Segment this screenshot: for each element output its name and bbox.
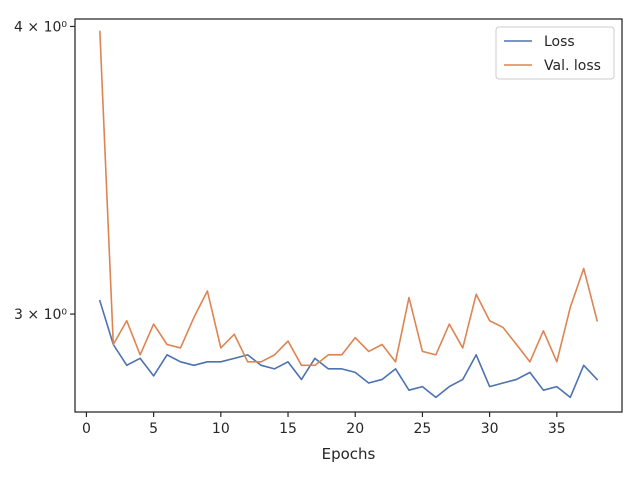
- x-tick-label: 15: [279, 421, 297, 437]
- x-tick-label: 20: [346, 421, 364, 437]
- x-axis: 0 5 10 15 20 25 30 35: [82, 412, 566, 437]
- x-tick-label: 30: [481, 421, 499, 437]
- y-axis: 3 × 10⁰ 4 × 10⁰: [14, 19, 75, 323]
- x-tick-label: 0: [82, 421, 91, 437]
- x-tick-label: 35: [548, 421, 566, 437]
- y-tick-label: 4 × 10⁰: [14, 19, 67, 35]
- x-tick-label: 25: [414, 421, 432, 437]
- legend-box: [495, 26, 615, 80]
- legend-label: Val. loss: [544, 58, 601, 74]
- y-tick-label: 3 × 10⁰: [14, 307, 67, 323]
- x-tick-label: 5: [149, 421, 158, 437]
- plot-frame: [74, 18, 623, 413]
- series-line-2: [99, 30, 599, 367]
- x-tick-label: 10: [212, 421, 230, 437]
- x-axis-title: Epochs: [322, 445, 376, 463]
- series-line-1: [98, 299, 599, 399]
- legend-label: Loss: [544, 34, 575, 50]
- legend: Loss Val. loss: [495, 26, 615, 80]
- series-layer: [98, 30, 599, 399]
